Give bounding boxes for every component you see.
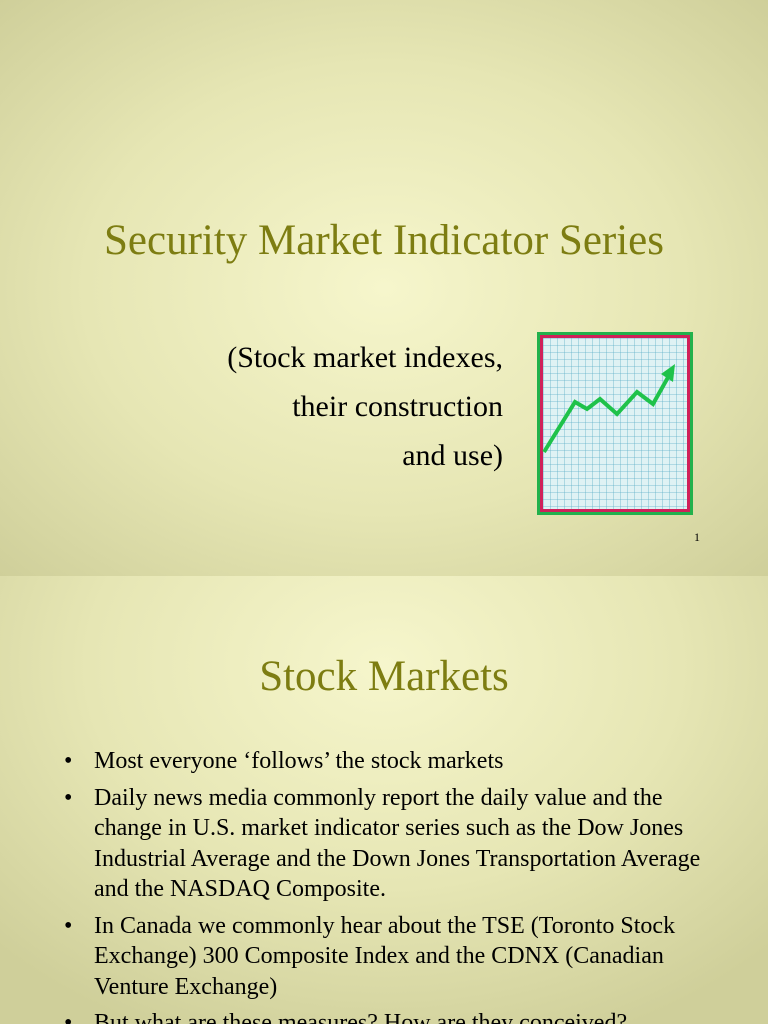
page-number: 1 — [694, 530, 700, 544]
bullet: Daily news media commonly report the dai… — [0, 783, 709, 905]
subtitle-line: (Stock market indexes, — [227, 341, 503, 374]
bullet-list: Most everyone ‘follows’ the stock market… — [0, 746, 768, 1024]
slide: Stock Markets Most everyone ‘follows’ th… — [0, 576, 768, 1024]
subtitle: (Stock market indexes, their constructio… — [227, 333, 503, 480]
bullet: Most everyone ‘follows’ the stock market… — [0, 746, 709, 777]
slide-title: Security Market Indicator Series — [103, 217, 664, 264]
bullet: But what are these measures? How are the… — [0, 1008, 709, 1024]
bullet: In Canada we commonly hear about the TSE… — [0, 911, 709, 1003]
slide-title: Stock Markets — [259, 653, 509, 700]
slide: Security Market Indicator Series (Stock … — [0, 0, 768, 576]
chart-icon — [537, 332, 693, 515]
subtitle-line: their construction — [292, 390, 503, 423]
subtitle-line: and use) — [402, 439, 503, 472]
